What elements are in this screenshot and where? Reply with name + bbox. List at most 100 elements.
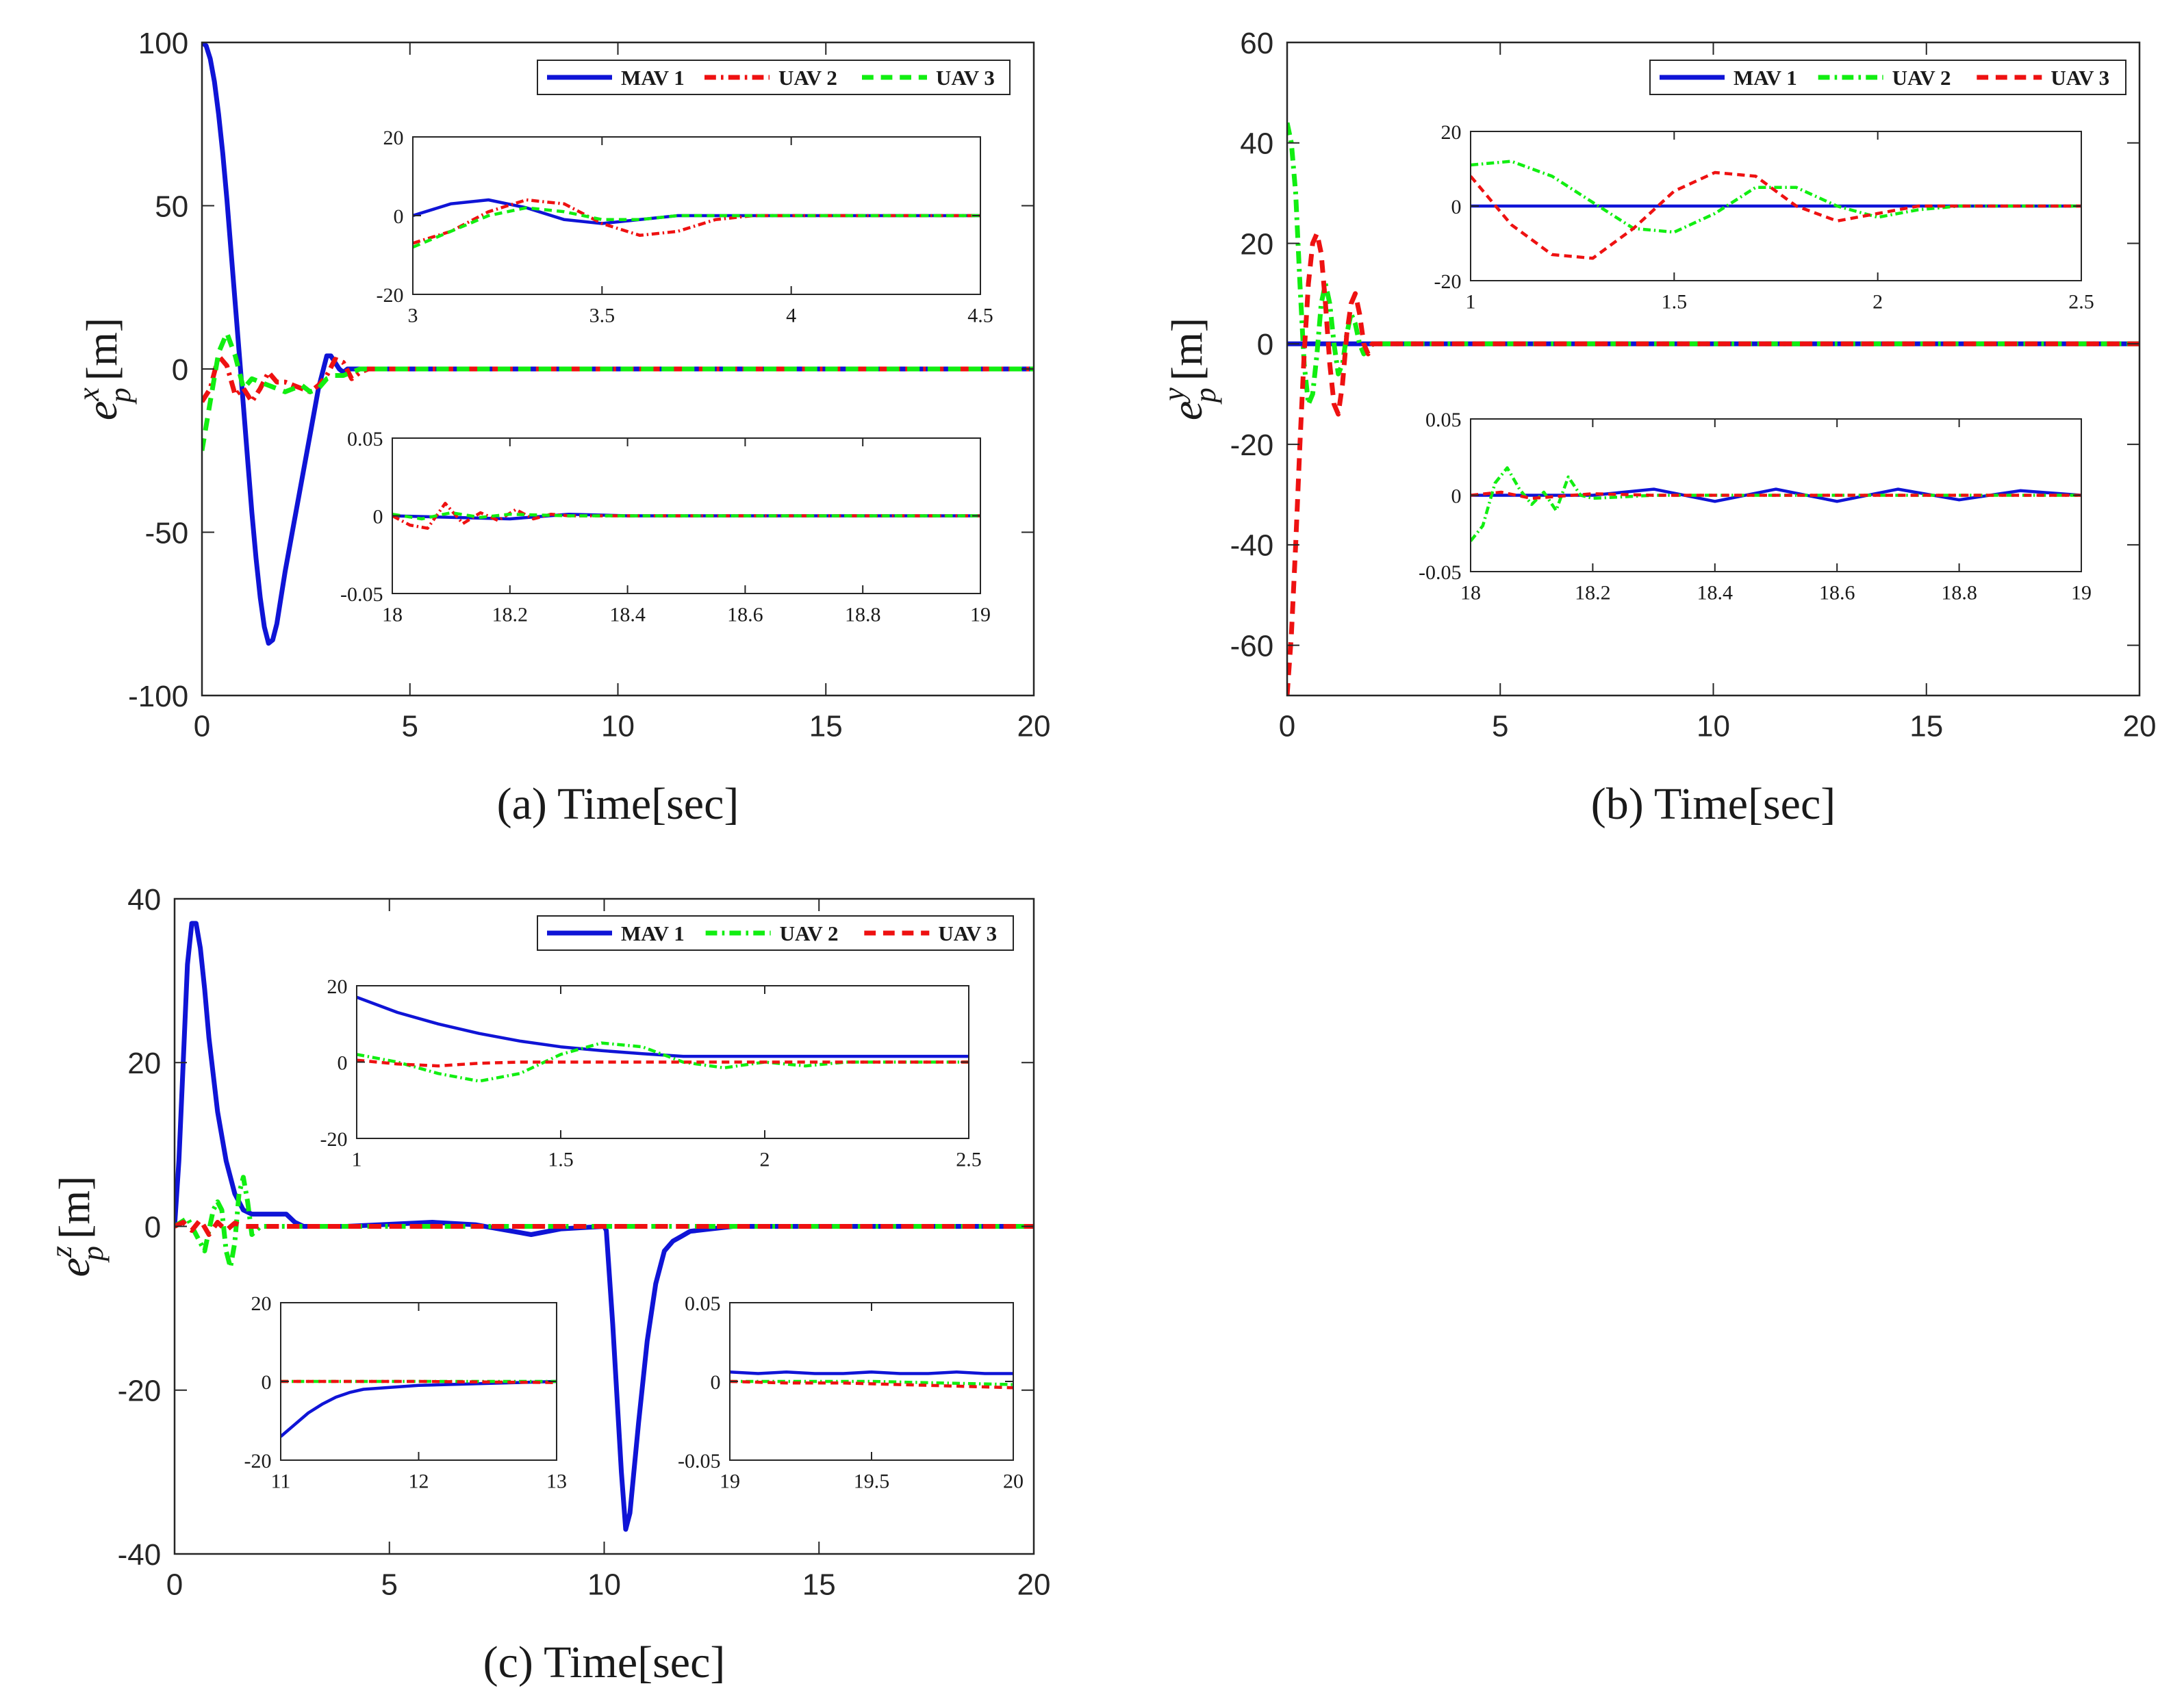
y-tick-label: -100 — [128, 680, 188, 713]
y-axis-label: eyp [m] — [1157, 318, 1222, 420]
y-tick-label: 40 — [127, 883, 161, 917]
series-line-uav-2 — [175, 1175, 1034, 1270]
y-label-sup: z — [45, 1246, 78, 1258]
x-tick-label: 19.5 — [854, 1470, 890, 1493]
y-tick-label: 60 — [1240, 27, 1273, 60]
y-tick-label: 20 — [127, 1047, 161, 1080]
y-tick-label: 0 — [373, 505, 383, 528]
x-tick-label: 15 — [1909, 709, 1943, 743]
y-tick-label: 0 — [144, 1210, 161, 1244]
inset-c-1: 1 1.5 2 2.5 -20 0 20 — [320, 975, 982, 1171]
x-tick-label: 10 — [587, 1568, 621, 1601]
x-tick-label: 5 — [381, 1568, 398, 1601]
legend-label: MAV 1 — [621, 66, 685, 90]
x-tick-label: 5 — [1492, 709, 1508, 743]
x-tick-label: 1 — [1466, 291, 1476, 314]
series-line-mav-1 — [281, 1379, 557, 1438]
y-tick-label: -0.05 — [340, 583, 383, 606]
y-tick-label: 0 — [1257, 328, 1273, 361]
legend-label: MAV 1 — [621, 921, 685, 945]
x-tick-label: 18.6 — [1819, 582, 1855, 604]
x-tick-label: 0 — [1279, 709, 1295, 743]
inset-b-1: 1 1.5 2 2.5 -20 0 20 — [1434, 121, 2094, 314]
series-line-uav-2 — [357, 1041, 969, 1083]
series-line-uav-2 — [202, 353, 1034, 405]
x-tick-label: 0 — [194, 709, 210, 743]
series-line-uav-2 — [413, 198, 980, 245]
x-tick-label: 2.5 — [2068, 291, 2094, 314]
y-tick-label: 0 — [262, 1371, 272, 1394]
y-label-base: e — [77, 401, 126, 420]
series-line-uav-3 — [392, 511, 980, 521]
x-tick-label: 18.4 — [1697, 582, 1734, 604]
y-tick-label: 0.05 — [347, 428, 383, 450]
y-tick-label: 0 — [1451, 485, 1462, 507]
y-tick-label: 20 — [1441, 121, 1462, 144]
series-line-uav-3 — [1471, 170, 2081, 260]
series-line-uav-3 — [413, 206, 980, 249]
y-label-unit: [m] — [1163, 318, 1211, 381]
x-tick-label: 18.2 — [1575, 582, 1611, 604]
x-tick-label: 3.5 — [589, 305, 615, 327]
x-tick-label: 20 — [1003, 1470, 1024, 1493]
legend-label: UAV 3 — [2050, 66, 2109, 90]
x-tick-label: 12 — [409, 1470, 429, 1493]
x-tick-label: 2.5 — [956, 1149, 982, 1171]
inset-a-2: 18 18.2 18.4 18.6 18.8 19 -0.05 0 0.05 — [340, 428, 991, 626]
y-tick-label: 0 — [338, 1051, 348, 1074]
y-label-base: e — [1163, 401, 1211, 420]
legend-label: MAV 1 — [1734, 66, 1797, 90]
series-line-uav-3 — [202, 331, 1034, 451]
x-tick-label: 11 — [271, 1470, 291, 1493]
x-tick-label: 19 — [2071, 582, 2092, 604]
y-label-unit: [m] — [77, 318, 126, 381]
y-tick-label: -20 — [377, 284, 404, 307]
x-tick-label: 2 — [1872, 291, 1883, 314]
series-line-uav-3 — [175, 1217, 1034, 1237]
y-tick-label: 20 — [251, 1292, 272, 1315]
x-axis-label: (c) Time[sec] — [483, 1637, 726, 1687]
y-tick-label: 0 — [172, 353, 188, 387]
series-line-uav-3 — [281, 1379, 557, 1384]
legend-label: UAV 3 — [938, 921, 997, 945]
legend-label: UAV 2 — [778, 66, 837, 90]
x-tick-label: 18 — [382, 604, 403, 626]
x-tick-label: 18 — [1460, 582, 1481, 604]
legend-box — [537, 60, 1011, 95]
y-label-sup: y — [1157, 387, 1191, 404]
x-tick-label: 4 — [786, 305, 796, 327]
y-tick-label: 100 — [138, 27, 188, 60]
series-group — [413, 198, 980, 249]
y-tick-label: -40 — [1230, 529, 1274, 563]
y-label-sub: p — [1189, 387, 1222, 405]
series-group — [1471, 160, 2081, 260]
legend-label: UAV 2 — [780, 921, 839, 945]
series-line-uav-3 — [1471, 490, 2081, 500]
y-label-sup: x — [72, 387, 105, 402]
x-tick-label: 15 — [809, 709, 843, 743]
x-tick-label: 13 — [546, 1470, 567, 1493]
series-line-uav-3 — [730, 1379, 1013, 1390]
x-tick-label: 15 — [802, 1568, 836, 1601]
x-tick-label: 2 — [760, 1149, 770, 1171]
x-tick-label: 20 — [2123, 709, 2157, 743]
series-group — [202, 42, 1034, 646]
inset-c-2: 11 12 13 -20 0 20 — [244, 1292, 568, 1493]
legend: MAV 1 UAV 2 UAV 3 — [1649, 60, 2126, 95]
y-label-unit: [m] — [50, 1176, 99, 1239]
y-label-sub: p — [76, 1246, 110, 1263]
x-tick-label: 3 — [408, 305, 418, 327]
inset-c-3: 19 19.5 20 -0.05 0 0.05 — [678, 1292, 1024, 1493]
y-tick-label: -0.05 — [678, 1450, 721, 1472]
series-line-uav-2 — [1471, 466, 2081, 542]
series-line-mav-1 — [730, 1370, 1013, 1375]
x-tick-label: 18.8 — [1941, 582, 1977, 604]
x-tick-label: 4.5 — [967, 305, 993, 327]
legend-label: UAV 2 — [1892, 66, 1951, 90]
x-tick-label: 1 — [352, 1149, 362, 1171]
y-axis-label: ezp [m] — [45, 1176, 110, 1277]
x-tick-label: 10 — [601, 709, 635, 743]
y-tick-label: -20 — [1434, 270, 1462, 293]
series-line-mav-1 — [202, 42, 1034, 646]
series-line-uav-3 — [357, 1058, 969, 1068]
